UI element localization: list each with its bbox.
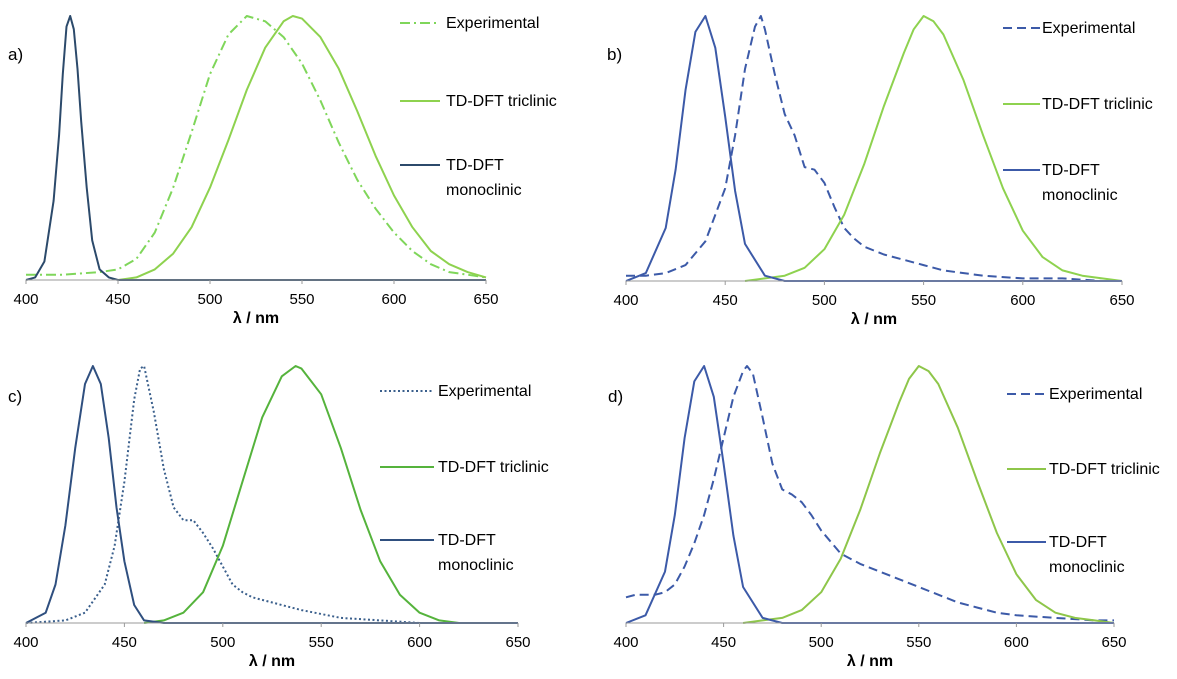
series-line-0	[26, 15, 487, 279]
x-tick-label: 650	[1109, 292, 1134, 309]
series-line-1	[744, 15, 1123, 282]
series-line-2	[25, 365, 518, 624]
legend-label: TD-DFT monoclinic	[438, 532, 514, 574]
legend-label: TD-DFT monoclinic	[446, 157, 522, 199]
x-tick-label: 550	[289, 291, 314, 308]
panel-c: c) 400 450 500 550 600 650 λ / nm Experimental TD…	[8, 365, 549, 670]
panel-label: d)	[608, 387, 623, 406]
x-tick-label: 600	[407, 634, 432, 651]
x-tick-label: 550	[911, 292, 936, 309]
legend-label: TD-DFT monoclinic	[1049, 534, 1125, 576]
series-line-0	[625, 365, 1114, 622]
legend-label: TD-DFT triclinic	[1042, 96, 1153, 113]
legend-label: TD-DFT triclinic	[438, 459, 549, 476]
x-tick-label: 450	[711, 634, 736, 651]
x-tick-label: 500	[197, 291, 222, 308]
x-tick-label: 400	[13, 291, 38, 308]
legend: Experimental TD-DFT triclinic TD-DFT monocl…	[400, 15, 557, 199]
x-tick-label: 400	[613, 292, 638, 309]
x-tick-label: 400	[613, 634, 638, 651]
x-tick-label: 650	[1101, 634, 1126, 651]
legend-label: Experimental	[446, 15, 539, 32]
legend-label: TD-DFT monoclinic	[1042, 162, 1118, 204]
x-tick-label: 600	[381, 291, 406, 308]
legend-label: Experimental	[1049, 386, 1142, 403]
x-tick-label: 600	[1004, 634, 1029, 651]
x-tick-label: 400	[13, 634, 38, 651]
series-line-2	[625, 365, 1114, 624]
x-tick-label: 500	[210, 634, 235, 651]
legend-label: TD-DFT triclinic	[1049, 461, 1160, 478]
x-tick-label: 500	[812, 292, 837, 309]
x-tick-label: 600	[1010, 292, 1035, 309]
legend: Experimental TD-DFT triclinic TD-DFT monocl…	[1007, 386, 1160, 576]
legend-label: TD-DFT triclinic	[446, 93, 557, 110]
x-axis-label: λ / nm	[249, 653, 295, 670]
x-axis-label: λ / nm	[233, 310, 279, 327]
series-line-2	[25, 15, 486, 281]
x-tick-label: 550	[906, 634, 931, 651]
series-line-0	[626, 15, 1122, 282]
x-tick-label: 450	[112, 634, 137, 651]
series-line-1	[742, 365, 1115, 624]
legend: Experimental TD-DFT triclinic TD-DFT monocl…	[380, 383, 549, 574]
x-axis-label: λ / nm	[851, 311, 897, 328]
x-axis-label: λ / nm	[847, 653, 893, 670]
panel-b: b) 400 450 500 550 600 650 λ / nm Experimental TD…	[607, 15, 1153, 328]
panel-label: c)	[8, 387, 22, 406]
panel-d: d) 400 450 500 550 600 650 λ / nm Experimental TD…	[608, 365, 1160, 670]
series-line-1	[117, 15, 487, 281]
x-tick-label: 650	[505, 634, 530, 651]
x-tick-label: 450	[713, 292, 738, 309]
legend-label: Experimental	[1042, 20, 1135, 37]
series-line-1	[143, 365, 460, 624]
x-tick-label: 450	[105, 291, 130, 308]
panel-a: a) 400 450 500 550 600 650 λ / nm Experimental TD…	[8, 15, 557, 327]
x-tick-label: 550	[309, 634, 334, 651]
x-tick-label: 650	[473, 291, 498, 308]
series-line-2	[625, 15, 1122, 282]
legend-label: Experimental	[438, 383, 531, 400]
panel-label: b)	[607, 45, 622, 64]
panel-label: a)	[8, 45, 23, 64]
x-tick-label: 500	[809, 634, 834, 651]
legend: Experimental TD-DFT triclinic TD-DFT monocl…	[1003, 20, 1153, 204]
